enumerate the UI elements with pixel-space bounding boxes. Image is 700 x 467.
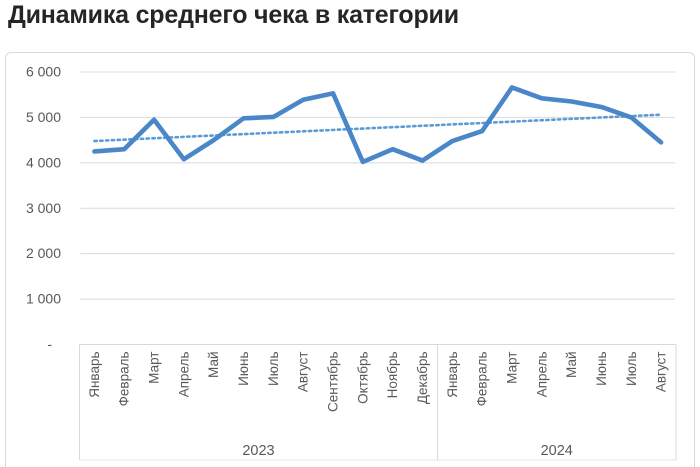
month-label: Январь — [445, 352, 460, 398]
month-label: Июнь — [236, 352, 251, 386]
trendline — [93, 113, 663, 143]
year-label: 2023 — [242, 443, 274, 459]
series-line — [92, 85, 664, 165]
y-tick-label: - — [47, 336, 52, 352]
x-axis-year-labels: 2023 2024 — [242, 443, 573, 459]
month-label: Март — [147, 352, 162, 384]
month-label: Октябрь — [355, 352, 370, 404]
month-label: Август — [654, 352, 669, 393]
year-label: 2024 — [541, 443, 573, 459]
y-axis-labels: 6 000 5 000 4 000 3 000 2 000 1 000 - — [26, 64, 61, 353]
month-label: Сентябрь — [326, 352, 341, 412]
y-tick-label: 4 000 — [26, 154, 61, 170]
chart-container — [5, 52, 695, 467]
month-label: Февраль — [475, 352, 490, 407]
x-axis-month-labels: Январь Февраль Март Апрель Май Июнь Июль Август… — [87, 352, 669, 412]
month-label: Май — [564, 352, 579, 378]
chart-title: Динамика среднего чека в категории — [8, 1, 459, 29]
month-label: Май — [206, 352, 221, 378]
month-label: Июль — [266, 352, 281, 386]
month-label: Ноябрь — [385, 352, 400, 399]
month-label: Апрель — [176, 352, 191, 398]
axis-frame — [79, 344, 677, 461]
month-label: Декабрь — [415, 352, 430, 405]
month-label: Январь — [87, 352, 102, 398]
month-label: Июнь — [594, 352, 609, 386]
month-label: Март — [504, 352, 519, 384]
y-tick-label: 2 000 — [26, 245, 61, 261]
y-tick-label: 3 000 — [26, 200, 61, 216]
month-label: Апрель — [534, 352, 549, 398]
month-label: Август — [296, 352, 311, 393]
month-label: Февраль — [117, 352, 132, 407]
y-tick-label: 1 000 — [26, 291, 61, 307]
y-tick-label: 5 000 — [26, 109, 61, 125]
y-tick-label: 6 000 — [26, 64, 61, 80]
month-label: Июль — [624, 352, 639, 386]
